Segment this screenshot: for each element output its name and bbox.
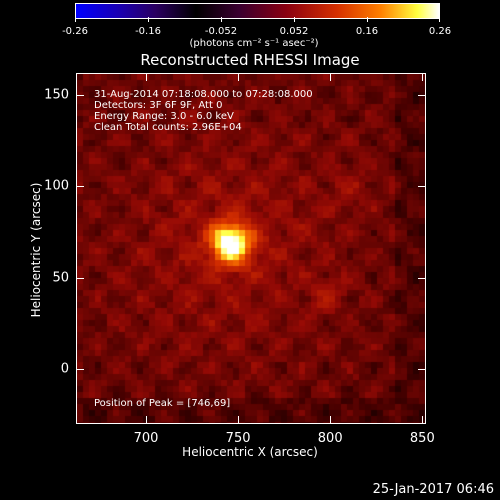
colorbar-tick-label: 0.052 [279, 26, 309, 37]
energy-range-text: Energy Range: 3.0 - 6.0 keV [94, 111, 234, 122]
x-tick [422, 416, 424, 423]
y-tick-label: 100 [44, 178, 69, 194]
peak-position-text: Position of Peak = [746,69] [94, 398, 231, 409]
y-tick [418, 277, 425, 279]
y-tick-label: 50 [52, 270, 69, 286]
y-tick [418, 369, 425, 371]
x-axis-label: Heliocentric X (arcsec) [182, 445, 318, 459]
y-tick [77, 186, 84, 188]
colorbar-tick [148, 17, 149, 22]
x-tick [330, 416, 332, 423]
image-plot[interactable] [76, 73, 426, 424]
time-range-text: 31-Aug-2014 07:18:08.000 to 07:28:08.000 [94, 89, 313, 100]
colorbar-tick [75, 17, 76, 22]
x-tick-label: 800 [317, 431, 343, 446]
y-axis-label: Heliocentric Y (arcsec) [29, 182, 43, 318]
colorbar-tick [221, 17, 222, 22]
colorbar-tick [439, 17, 440, 22]
timestamp: 25-Jan-2017 06:46 [372, 482, 494, 497]
detectors-text: Detectors: 3F 6F 9F, Att 0 [94, 100, 223, 111]
y-tick [77, 94, 84, 96]
y-tick [418, 186, 425, 188]
colorbar-tick-label: 0.16 [355, 26, 379, 37]
x-tick-label: 700 [133, 431, 159, 446]
colorbar-tick-label: -0.26 [62, 26, 88, 37]
colorbar-tick [367, 17, 368, 22]
x-tick-label: 850 [409, 431, 435, 446]
x-tick [146, 74, 147, 81]
y-tick [77, 369, 84, 371]
x-tick [238, 74, 240, 81]
image-title: Reconstructed RHESSI Image [140, 51, 360, 69]
x-tick [238, 416, 240, 423]
x-tick [422, 74, 424, 81]
clean-counts-text: Clean Total counts: 2.96E+04 [94, 122, 242, 133]
colorbar-gradient [76, 4, 439, 18]
x-tick [330, 74, 332, 81]
rhessi-heatmap [77, 74, 425, 423]
colorbar-units: (photons cm⁻² s⁻¹ asec⁻²) [189, 38, 319, 49]
y-tick-label: 150 [44, 87, 69, 103]
colorbar-tick-label: 0.26 [428, 26, 452, 37]
y-tick [418, 94, 425, 96]
colorbar [75, 3, 440, 19]
x-tick [146, 416, 147, 423]
colorbar-tick-label: -0.052 [204, 26, 238, 37]
colorbar-tick-label: -0.16 [135, 26, 161, 37]
x-tick-label: 750 [225, 431, 251, 446]
y-tick [77, 277, 84, 279]
y-tick-label: 0 [60, 361, 69, 377]
colorbar-tick [294, 17, 295, 22]
